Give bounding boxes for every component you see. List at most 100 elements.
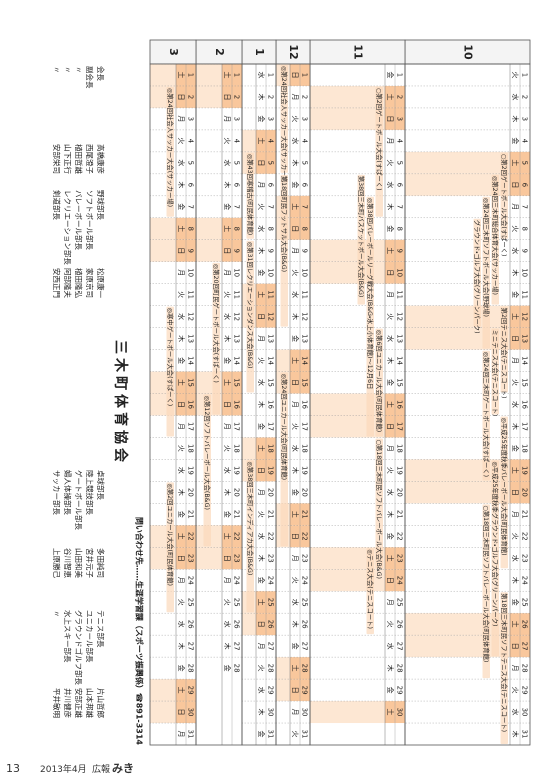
member-role: 〃 <box>52 66 61 74</box>
weekday: 土 <box>511 313 520 320</box>
day-number: 9 <box>396 248 404 252</box>
day-number: 27 <box>396 642 404 651</box>
day-number: 1 <box>521 73 529 77</box>
weekday: 水 <box>257 379 266 386</box>
day-number: 31 <box>521 730 529 739</box>
page-number: 13 <box>6 762 20 775</box>
weekday: 水 <box>511 555 520 562</box>
event-text: ◎平成25年度秋季バレーボール大会(町民体育館) <box>500 417 509 555</box>
day-number: 12 <box>521 312 529 321</box>
weekend-shade <box>196 217 222 240</box>
day-number: 25 <box>233 598 241 607</box>
weekend-shade <box>276 657 290 680</box>
day-number: 12 <box>187 312 195 321</box>
weekday: 金 <box>177 665 186 672</box>
member-role: 副会長 <box>85 66 95 89</box>
weekday: 金 <box>177 203 186 210</box>
event-span <box>246 152 254 239</box>
weekday: 木 <box>223 181 232 188</box>
weekday: 金 <box>177 511 186 518</box>
day-number: 8 <box>187 227 195 231</box>
weekday: 木 <box>177 335 186 342</box>
event-span <box>500 152 508 239</box>
day-number: 25 <box>396 598 404 607</box>
weekend-shade <box>405 173 510 196</box>
event-span <box>500 416 508 569</box>
weekday: 日 <box>177 247 185 254</box>
weekday: 火 <box>257 665 265 672</box>
day-number: 22 <box>233 532 241 541</box>
day-number: 4 <box>301 139 309 144</box>
weekday: 月 <box>177 731 185 738</box>
weekday: 月 <box>223 423 231 430</box>
day-number: 26 <box>521 620 529 629</box>
day-number: 5 <box>187 161 195 165</box>
weekday: 水 <box>291 599 300 606</box>
weekday: 金 <box>257 269 266 276</box>
day-number: 9 <box>267 248 275 252</box>
event-span <box>491 174 499 305</box>
day-number: 10 <box>521 268 529 277</box>
event-text: ◎第24回ユニカール大会(町民体育館) <box>280 374 289 481</box>
day-number: 12 <box>233 312 241 321</box>
weekday: 火 <box>257 511 265 518</box>
weekday: 水 <box>223 621 232 628</box>
weekday: 日 <box>511 335 519 342</box>
member-role: 会長 <box>96 66 106 81</box>
day-number: 28 <box>301 664 309 673</box>
day-number: 10 <box>301 268 309 277</box>
weekday: 水 <box>386 181 395 188</box>
day-number: 15 <box>233 378 241 387</box>
weekday: 火 <box>511 71 519 78</box>
day-number: 16 <box>233 400 241 409</box>
event-text: ○第2回ゲートボール大会(すぱーく) <box>375 88 384 191</box>
weekend-shade <box>405 151 510 174</box>
weekday: 火 <box>223 445 231 452</box>
day-number: 8 <box>267 227 275 231</box>
day-number: 28 <box>233 664 241 673</box>
weekday: 土 <box>223 71 232 78</box>
weekday: 月 <box>291 401 299 408</box>
member-name: 家原京司 <box>85 268 95 298</box>
day-number: 11 <box>233 290 241 299</box>
weekday: 木 <box>386 511 395 518</box>
weekday: 土 <box>511 621 520 628</box>
weekday: 水 <box>223 159 232 166</box>
weekend-shade <box>310 547 385 570</box>
weekday: 火 <box>511 379 519 386</box>
member-name: 山田和美 <box>74 548 84 578</box>
day-number: 15 <box>396 378 404 387</box>
weekday: 日 <box>257 159 265 166</box>
weekday: 木 <box>257 401 266 408</box>
member-role: ゲートボール部長 <box>74 470 83 530</box>
weekday: 月 <box>291 93 299 100</box>
weekday: 水 <box>386 335 395 342</box>
weekday: 木 <box>291 313 300 320</box>
day-number: 15 <box>267 378 275 387</box>
day-number: 26 <box>396 620 404 629</box>
day-number: 6 <box>521 183 529 188</box>
event-span <box>482 504 490 679</box>
weekday: 日 <box>177 93 185 100</box>
weekday: 木 <box>511 269 520 276</box>
day-number: 24 <box>187 576 195 585</box>
month-label: 11 <box>352 44 365 59</box>
weekend-shade <box>310 701 385 724</box>
member-role: バレーボール部長 <box>74 190 83 250</box>
day-number: 22 <box>301 532 309 541</box>
weekday: 月 <box>511 511 519 518</box>
weekday: 月 <box>511 357 519 364</box>
day-number: 13 <box>267 334 275 343</box>
weekday: 金 <box>257 577 266 584</box>
issue-date: 2013年4月 <box>40 765 87 775</box>
weekday: 木 <box>386 357 395 364</box>
event-text: ◎テニス大会(テニスコート) <box>366 549 375 629</box>
weekday: 火 <box>511 533 519 540</box>
day-number: 6 <box>187 183 195 188</box>
member-name: 平井敏明 <box>52 688 62 718</box>
event-text: ミニテニス大会(テニスコート) <box>491 330 500 417</box>
day-number: 29 <box>301 686 309 695</box>
event-span <box>366 196 374 437</box>
event-span <box>212 262 220 415</box>
day-number: 17 <box>301 422 309 431</box>
